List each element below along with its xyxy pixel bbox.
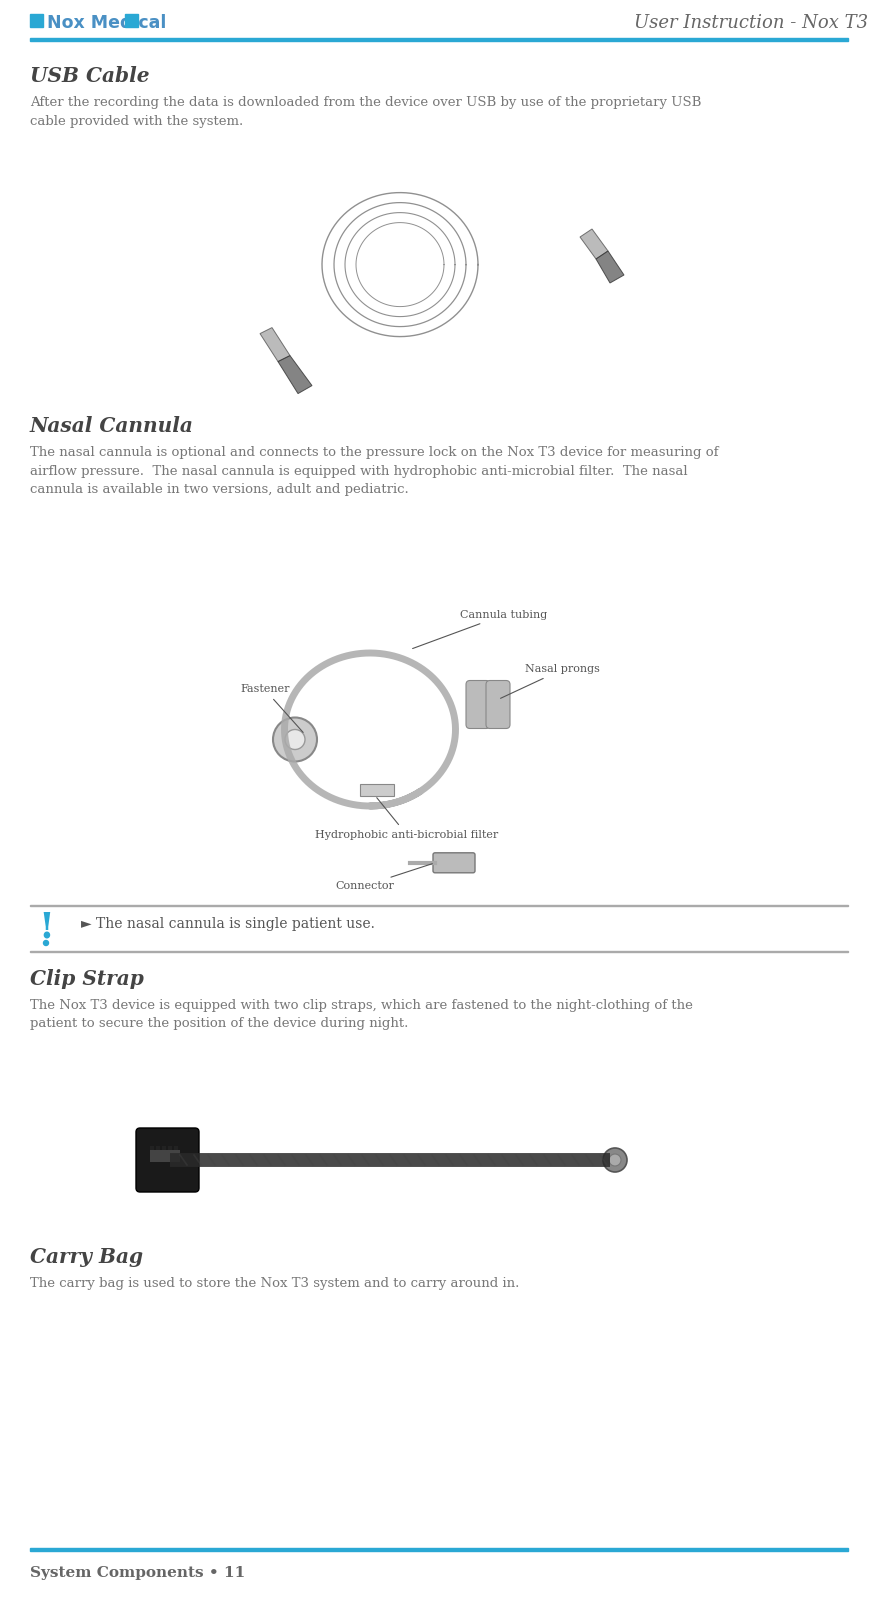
Bar	[174, 1146, 178, 1150]
Text: Nox Medical: Nox Medical	[47, 14, 166, 32]
Bar	[30, 38, 847, 40]
Bar	[30, 1549, 847, 1550]
FancyBboxPatch shape	[466, 680, 489, 728]
Text: The nasal cannula is optional and connects to the pressure lock on the Nox T3 de: The nasal cannula is optional and connec…	[30, 446, 717, 496]
Bar	[150, 1146, 153, 1150]
Circle shape	[44, 941, 48, 946]
Text: System Components • 11: System Components • 11	[30, 1566, 245, 1581]
Circle shape	[285, 730, 304, 749]
Text: After the recording the data is downloaded from the device over USB by use of th: After the recording the data is download…	[30, 96, 701, 128]
Text: Cannula tubing: Cannula tubing	[412, 610, 546, 648]
Bar	[30, 14, 43, 27]
Circle shape	[609, 1154, 620, 1166]
Polygon shape	[595, 251, 624, 283]
Text: Clip Strap: Clip Strap	[30, 970, 144, 989]
Bar	[125, 14, 138, 27]
Text: USB Cable: USB Cable	[30, 66, 149, 86]
Text: Fastener: Fastener	[239, 685, 303, 733]
Circle shape	[273, 717, 317, 762]
Bar	[156, 1146, 160, 1150]
Text: !: !	[38, 910, 53, 946]
Text: Nasal Cannula: Nasal Cannula	[30, 416, 194, 435]
Text: Connector: Connector	[335, 864, 431, 891]
FancyBboxPatch shape	[486, 680, 510, 728]
Bar	[30, 168, 847, 398]
Bar	[162, 1146, 166, 1150]
Polygon shape	[278, 355, 311, 394]
Bar	[360, 784, 394, 795]
FancyBboxPatch shape	[432, 853, 474, 874]
Circle shape	[602, 1149, 626, 1171]
Text: Hydrophobic anti-bicrobial filter: Hydrophobic anti-bicrobial filter	[315, 798, 497, 840]
Bar	[150, 1150, 180, 1162]
Text: The Nox T3 device is equipped with two clip straps, which are fastened to the ni: The Nox T3 device is equipped with two c…	[30, 998, 692, 1030]
Polygon shape	[580, 229, 607, 259]
Text: Nasal prongs: Nasal prongs	[500, 664, 599, 698]
FancyBboxPatch shape	[136, 1128, 199, 1192]
Text: The carry bag is used to store the Nox T3 system and to carry around in.: The carry bag is used to store the Nox T…	[30, 1277, 519, 1290]
Polygon shape	[260, 328, 289, 362]
Bar	[168, 1146, 172, 1150]
Text: Carry Bag: Carry Bag	[30, 1246, 143, 1267]
Text: User Instruction - Nox T3: User Instruction - Nox T3	[633, 14, 867, 32]
Text: ► The nasal cannula is single patient use.: ► The nasal cannula is single patient us…	[81, 917, 374, 931]
